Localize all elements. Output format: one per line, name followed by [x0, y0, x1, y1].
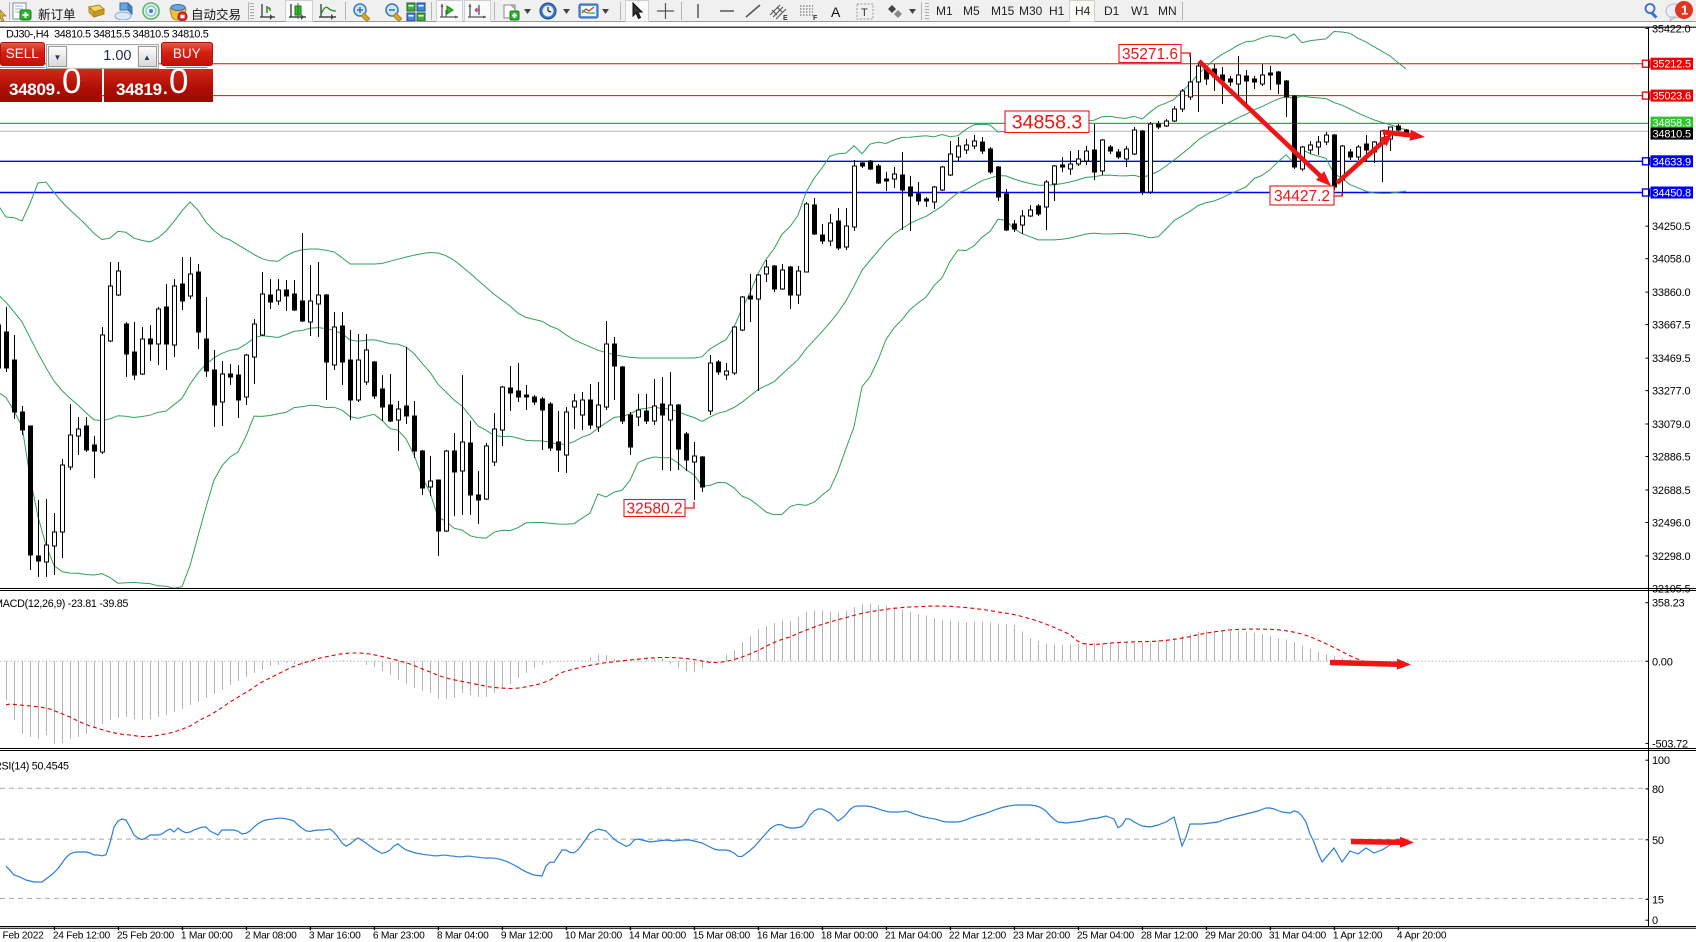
svg-text:0: 0 [1652, 915, 1658, 927]
svg-text:29 Mar 20:00: 29 Mar 20:00 [1205, 931, 1263, 942]
svg-text:8 Mar 04:00: 8 Mar 04:00 [437, 931, 489, 942]
svg-text:21 Mar 04:00: 21 Mar 04:00 [885, 931, 943, 942]
svg-text:25 Feb 20:00: 25 Feb 20:00 [117, 931, 175, 942]
svg-text:3 Mar 16:00: 3 Mar 16:00 [309, 931, 361, 942]
svg-text:DJ30-,H4 34810.5 34815.5 3481: DJ30-,H4 34810.5 34815.5 34810.5 34810.5 [6, 29, 209, 41]
svg-text:34810.5: 34810.5 [1653, 129, 1691, 141]
svg-text:33079.0: 33079.0 [1652, 419, 1690, 431]
svg-text:F: F [813, 15, 818, 21]
svg-text:34250.5: 34250.5 [1652, 221, 1690, 233]
svg-text:100: 100 [1652, 755, 1670, 767]
svg-text:MACD(12,26,9) -23.81 -39.85: MACD(12,26,9) -23.81 -39.85 [0, 598, 128, 610]
svg-text:32298.0: 32298.0 [1652, 551, 1690, 563]
svg-text:15 Mar 08:00: 15 Mar 08:00 [693, 931, 751, 942]
svg-text:-503.72: -503.72 [1652, 738, 1688, 750]
svg-text:14 Mar 00:00: 14 Mar 00:00 [629, 931, 687, 942]
svg-text:T: T [861, 7, 868, 19]
svg-text:4 Apr 20:00: 4 Apr 20:00 [1397, 931, 1447, 942]
svg-text:1 Apr 12:00: 1 Apr 12:00 [1333, 931, 1383, 942]
svg-text:10 Mar 20:00: 10 Mar 20:00 [565, 931, 623, 942]
svg-text:35212.5: 35212.5 [1653, 59, 1691, 71]
svg-text:28 Mar 12:00: 28 Mar 12:00 [1141, 931, 1199, 942]
svg-text:34427.2: 34427.2 [1274, 188, 1330, 205]
svg-text:32496.0: 32496.0 [1652, 518, 1690, 530]
svg-text:32105.5: 32105.5 [1652, 583, 1690, 595]
svg-text:33469.5: 33469.5 [1652, 353, 1690, 365]
svg-text:0.00: 0.00 [1652, 656, 1673, 668]
svg-text:31 Mar 04:00: 31 Mar 04:00 [1269, 931, 1327, 942]
svg-text:33277.0: 33277.0 [1652, 386, 1690, 398]
svg-text:1 Mar 00:00: 1 Mar 00:00 [181, 931, 233, 942]
svg-text:35271.6: 35271.6 [1122, 46, 1178, 63]
svg-text:34058.0: 34058.0 [1652, 254, 1690, 266]
svg-text:1: 1 [1681, 3, 1688, 18]
svg-text:32580.2: 32580.2 [626, 500, 682, 517]
svg-text:34858.3: 34858.3 [1012, 112, 1083, 134]
svg-text:32688.5: 32688.5 [1652, 485, 1690, 497]
svg-text:80: 80 [1652, 784, 1664, 796]
svg-text:15: 15 [1652, 894, 1664, 906]
svg-text:22 Mar 12:00: 22 Mar 12:00 [949, 931, 1007, 942]
svg-text:32886.5: 32886.5 [1652, 452, 1690, 464]
svg-text:24 Feb 12:00: 24 Feb 12:00 [53, 931, 111, 942]
svg-text:34858.3: 34858.3 [1653, 118, 1691, 130]
svg-text:9 Mar 12:00: 9 Mar 12:00 [501, 931, 553, 942]
svg-text:6 Mar 23:00: 6 Mar 23:00 [373, 931, 425, 942]
svg-text:34633.9: 34633.9 [1653, 156, 1691, 168]
svg-text:50: 50 [1652, 835, 1664, 847]
svg-text:25 Mar 04:00: 25 Mar 04:00 [1077, 931, 1135, 942]
svg-text:33667.5: 33667.5 [1652, 320, 1690, 332]
svg-text:23 Mar 20:00: 23 Mar 20:00 [1013, 931, 1071, 942]
svg-text:35422.0: 35422.0 [1652, 23, 1690, 35]
svg-text:16 Mar 16:00: 16 Mar 16:00 [757, 931, 815, 942]
svg-text:RSI(14) 50.4545: RSI(14) 50.4545 [0, 761, 69, 773]
svg-text:Feb 2022: Feb 2022 [3, 931, 45, 942]
svg-text:18 Mar 00:00: 18 Mar 00:00 [821, 931, 879, 942]
svg-text:E: E [783, 15, 788, 21]
svg-text:34450.8: 34450.8 [1653, 188, 1691, 200]
svg-text:33860.0: 33860.0 [1652, 287, 1690, 299]
svg-text:358.23: 358.23 [1652, 598, 1685, 610]
svg-text:35023.6: 35023.6 [1653, 91, 1691, 103]
svg-text:2 Mar 08:00: 2 Mar 08:00 [245, 931, 297, 942]
